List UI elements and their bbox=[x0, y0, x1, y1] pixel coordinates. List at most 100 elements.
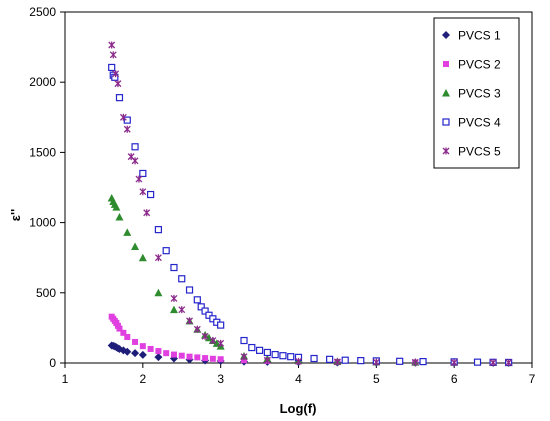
legend-marker bbox=[442, 89, 450, 97]
data-point bbox=[240, 353, 248, 361]
data-point bbox=[333, 358, 341, 366]
data-point bbox=[287, 353, 295, 361]
legend: PVCS 1 PVCS 2 PVCS 3 PVCS 4 PVCS 5 bbox=[433, 17, 520, 169]
data-point bbox=[178, 306, 186, 314]
data-point bbox=[138, 350, 147, 359]
x-tick-label: 2 bbox=[139, 372, 146, 386]
data-point bbox=[162, 247, 170, 255]
data-point bbox=[193, 325, 201, 333]
legend-label: PVCS 1 bbox=[458, 29, 501, 43]
legend-marker bbox=[442, 118, 450, 126]
data-point bbox=[201, 332, 209, 340]
data-point bbox=[124, 334, 131, 341]
series-5 bbox=[108, 41, 513, 367]
data-point bbox=[473, 358, 482, 366]
data-point bbox=[419, 357, 427, 366]
data-point bbox=[248, 343, 256, 352]
data-point bbox=[263, 356, 271, 364]
data-point bbox=[139, 343, 146, 350]
data-point bbox=[138, 253, 147, 262]
data-point bbox=[108, 63, 116, 72]
data-point bbox=[123, 116, 131, 124]
data-point bbox=[193, 296, 201, 304]
data-point bbox=[186, 353, 193, 360]
data-point bbox=[217, 339, 225, 347]
data-point bbox=[155, 348, 162, 355]
data-point bbox=[178, 275, 186, 283]
data-point bbox=[194, 354, 201, 361]
data-point bbox=[178, 352, 185, 359]
y-axis-label: ε'' bbox=[8, 209, 23, 221]
data-point bbox=[396, 357, 404, 365]
data-point bbox=[169, 305, 178, 314]
data-point bbox=[255, 346, 264, 354]
data-point bbox=[310, 354, 318, 363]
data-point bbox=[271, 350, 279, 359]
legend-marker bbox=[442, 147, 450, 155]
data-point bbox=[217, 321, 225, 329]
data-point bbox=[135, 175, 143, 183]
x-tick-label: 7 bbox=[529, 372, 536, 386]
data-point bbox=[357, 357, 365, 365]
data-point bbox=[170, 294, 178, 302]
legend-marker bbox=[443, 61, 449, 67]
data-point bbox=[143, 209, 151, 217]
legend-box bbox=[433, 17, 520, 169]
data-point bbox=[139, 169, 147, 178]
data-point bbox=[119, 113, 127, 121]
x-tick-label: 4 bbox=[295, 372, 302, 386]
legend-marker bbox=[442, 31, 450, 39]
data-point bbox=[131, 349, 140, 358]
data-point bbox=[202, 355, 209, 362]
data-point bbox=[112, 70, 120, 78]
data-point bbox=[112, 203, 121, 211]
data-point bbox=[372, 358, 380, 366]
y-tick-label: 0 bbox=[49, 356, 56, 370]
data-point bbox=[116, 325, 123, 332]
data-point bbox=[411, 358, 419, 366]
data-point bbox=[123, 125, 131, 133]
legend-label: PVCS 2 bbox=[458, 58, 501, 72]
data-point bbox=[154, 226, 162, 234]
data-point bbox=[154, 254, 162, 262]
data-point bbox=[201, 307, 209, 315]
data-point bbox=[131, 242, 140, 250]
data-point bbox=[115, 94, 124, 102]
data-point bbox=[154, 353, 163, 362]
data-point bbox=[185, 286, 194, 294]
data-point bbox=[139, 188, 147, 196]
data-point bbox=[109, 51, 117, 59]
data-point bbox=[108, 41, 116, 49]
data-point bbox=[170, 351, 177, 358]
data-point bbox=[123, 347, 132, 356]
x-tick-label: 5 bbox=[373, 372, 380, 386]
data-point bbox=[505, 359, 513, 367]
data-point bbox=[450, 358, 458, 366]
y-tick-label: 500 bbox=[36, 286, 56, 300]
y-tick-label: 2500 bbox=[29, 5, 56, 19]
data-point bbox=[147, 345, 154, 352]
legend-label: PVCS 4 bbox=[458, 116, 501, 130]
data-point bbox=[120, 329, 127, 336]
legend-label: PVCS 5 bbox=[458, 145, 501, 159]
data-point bbox=[123, 228, 132, 236]
data-point bbox=[147, 190, 155, 199]
y-tick-label: 1500 bbox=[29, 145, 56, 159]
legend-label: PVCS 3 bbox=[458, 87, 501, 101]
series-2 bbox=[108, 313, 512, 366]
y-tick-label: 1000 bbox=[29, 216, 56, 230]
data-point bbox=[240, 336, 248, 345]
data-point bbox=[326, 355, 334, 363]
data-point bbox=[341, 356, 349, 364]
data-point bbox=[154, 288, 163, 297]
data-point bbox=[163, 350, 170, 357]
data-point bbox=[115, 212, 124, 221]
data-point bbox=[241, 357, 248, 364]
data-point bbox=[263, 348, 271, 357]
series-3 bbox=[107, 194, 513, 367]
data-point bbox=[279, 352, 287, 360]
x-axis-label: Log(f) bbox=[280, 401, 317, 416]
data-marks-layer bbox=[107, 41, 513, 367]
